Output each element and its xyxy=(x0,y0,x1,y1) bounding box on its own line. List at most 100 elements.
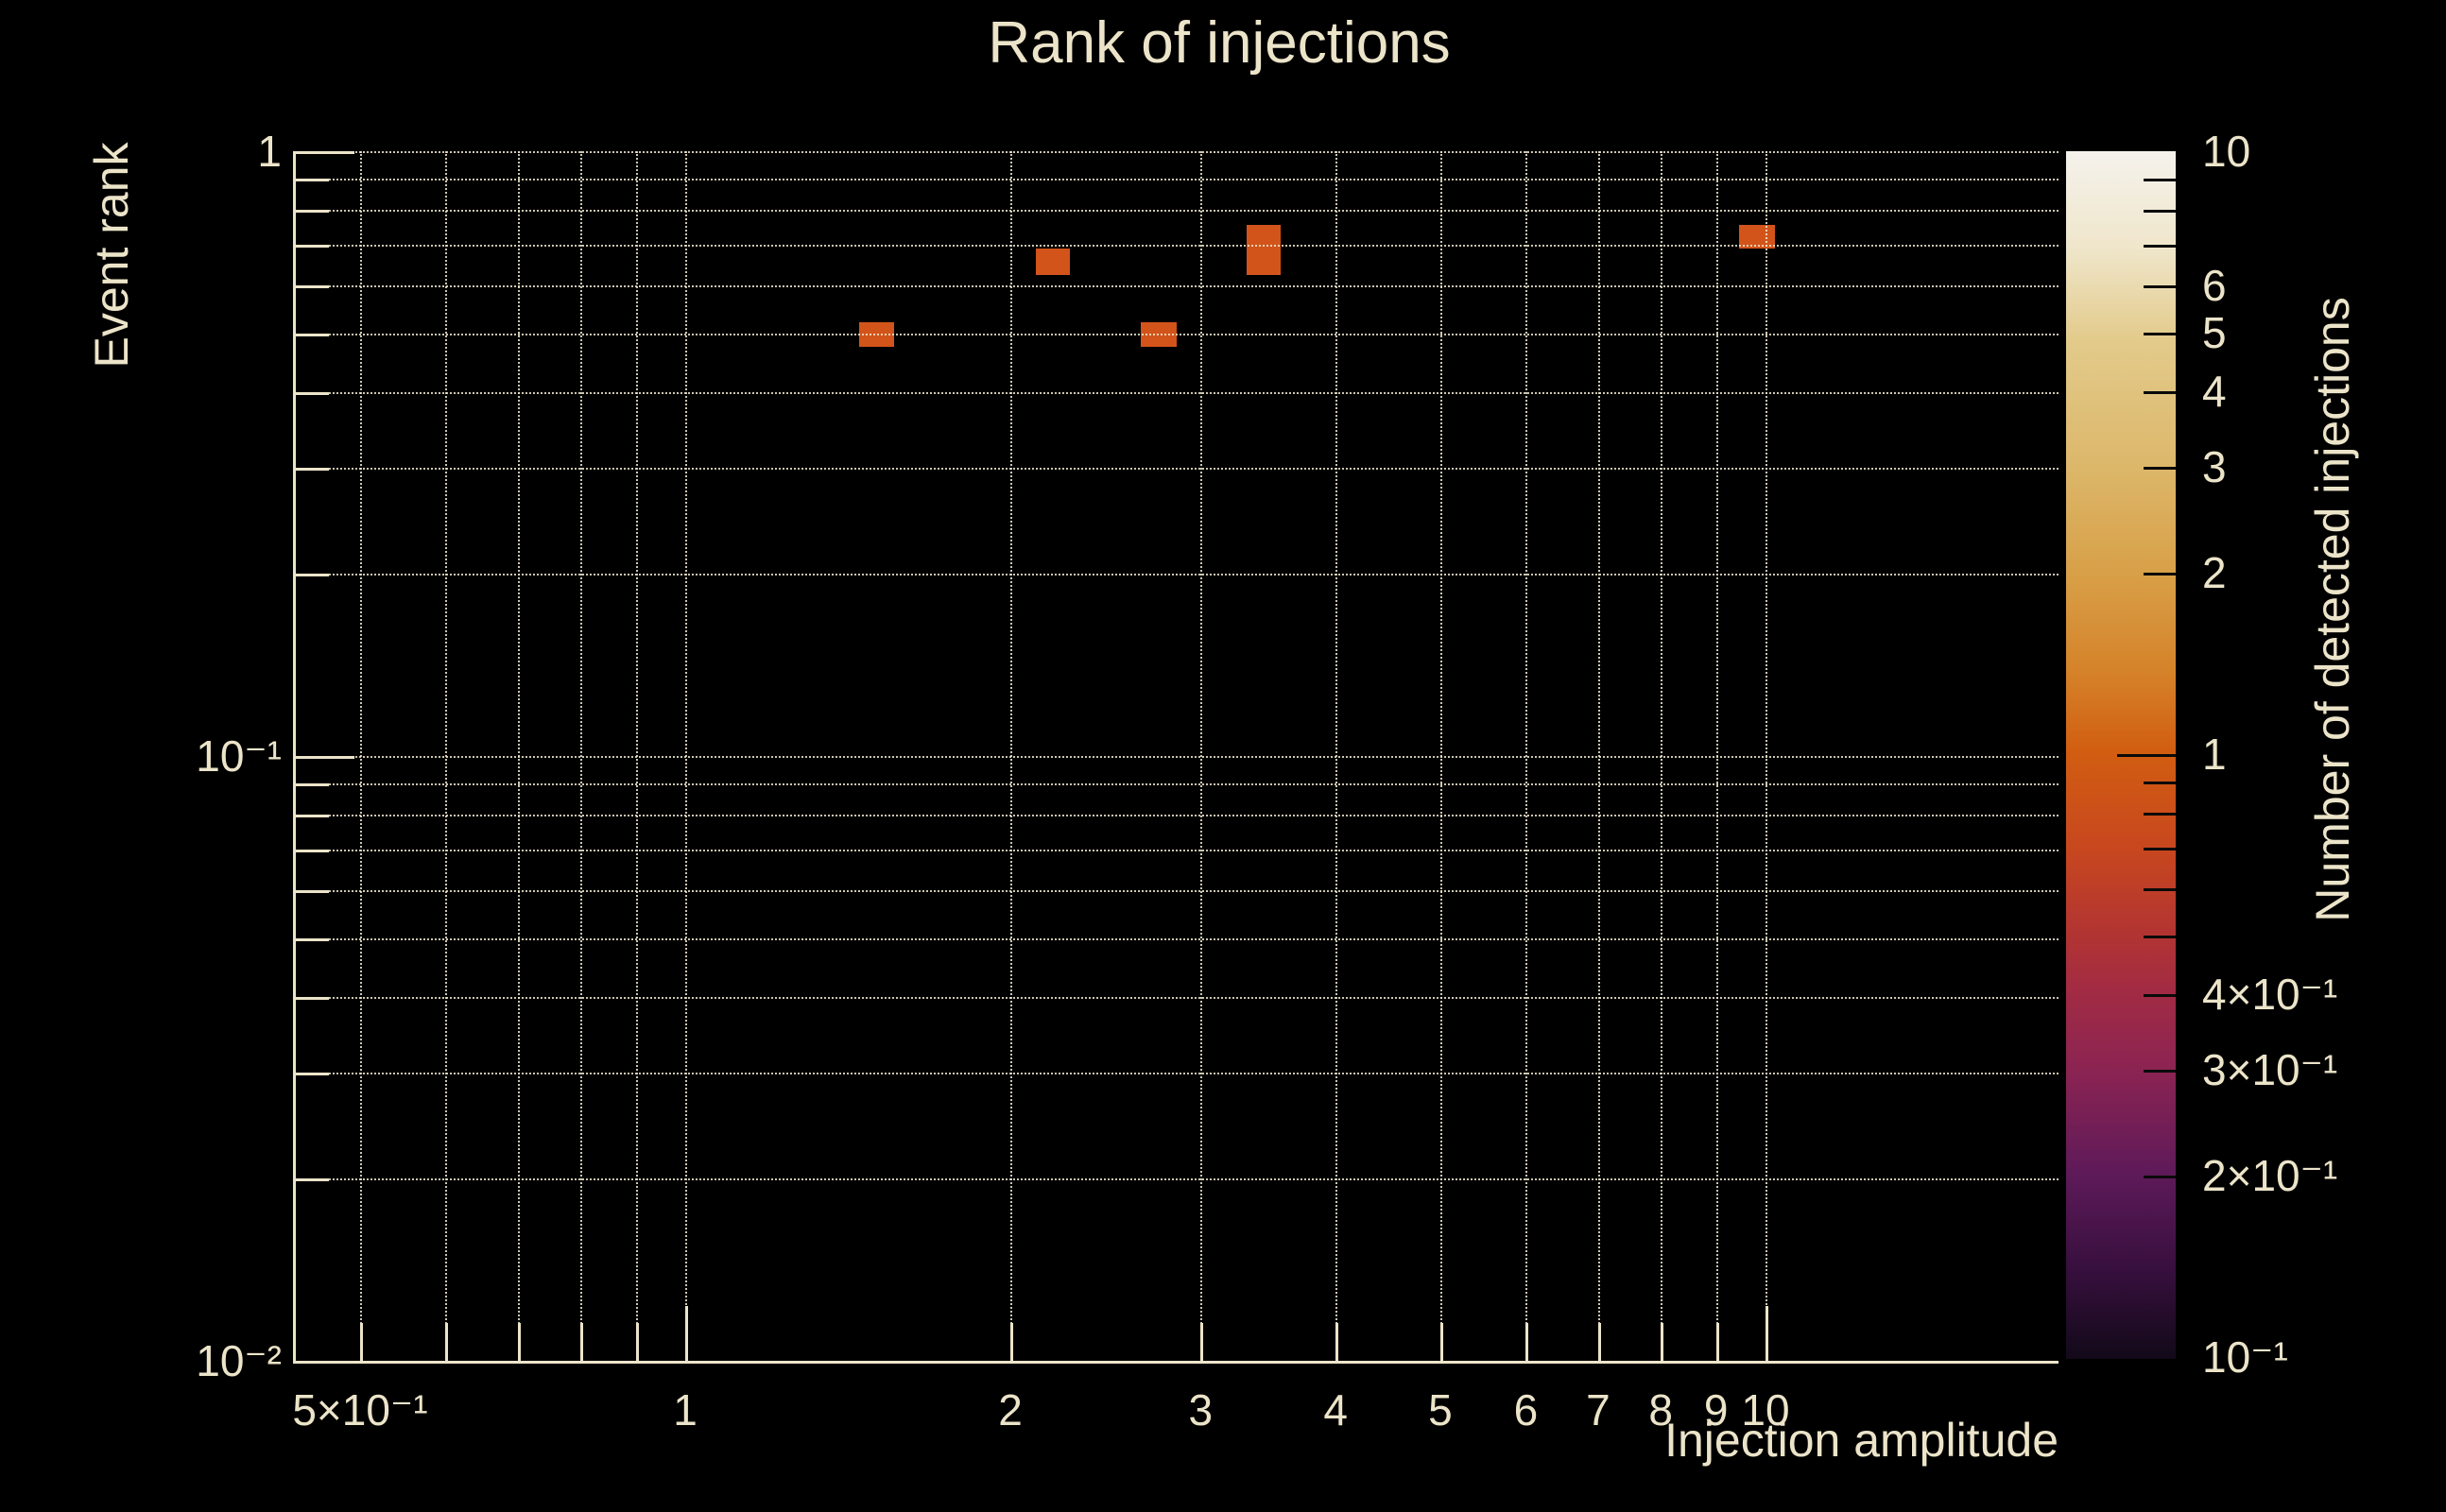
colorbar-tick xyxy=(2144,782,2176,785)
heatmap-cell xyxy=(1035,249,1070,275)
heatmap-cell xyxy=(1738,225,1775,249)
y-gridline xyxy=(296,151,2058,153)
x-tick-label: 5 xyxy=(1428,1385,1453,1435)
y-tick xyxy=(296,815,329,818)
y-gridline xyxy=(296,210,2058,213)
x-tick-label: 6 xyxy=(1513,1385,1539,1435)
x-gridline xyxy=(635,151,638,1361)
y-tick xyxy=(296,756,354,759)
x-tick-label: 8 xyxy=(1648,1385,1674,1435)
y-tick xyxy=(296,333,329,336)
x-tick xyxy=(1525,1323,1529,1361)
colorbar-tick xyxy=(2144,887,2176,891)
y-tick xyxy=(296,245,329,249)
x-tick xyxy=(635,1323,639,1361)
x-tick-label: 9 xyxy=(1703,1385,1729,1435)
x-tick xyxy=(1597,1323,1601,1361)
colorbar-tick xyxy=(2144,466,2176,470)
y-gridline xyxy=(296,996,2058,999)
colorbar-tick xyxy=(2144,847,2176,850)
x-gridline xyxy=(1715,151,1718,1361)
x-gridline xyxy=(1597,151,1600,1361)
colorbar-tick xyxy=(2144,572,2176,576)
colorbar-tick xyxy=(2144,244,2176,248)
y-tick-label: 10⁻² xyxy=(196,1336,282,1385)
colorbar-tick-label: 2 xyxy=(2202,547,2227,597)
y-tick xyxy=(296,210,329,214)
colorbar-tick xyxy=(2144,390,2176,394)
y-tick xyxy=(296,151,354,154)
x-tick-label: 1 xyxy=(673,1385,698,1435)
y-gridline xyxy=(296,333,2058,335)
x-gridline xyxy=(685,151,687,1361)
x-gridline xyxy=(445,151,448,1361)
x-gridline xyxy=(1525,151,1528,1361)
y-gridline xyxy=(296,574,2058,576)
y-tick xyxy=(296,391,329,395)
colorbar-tick-label: 3×10⁻¹ xyxy=(2202,1044,2338,1094)
colorbar-tick xyxy=(2144,1069,2176,1073)
colorbar-tick-label: 6 xyxy=(2202,260,2227,310)
colorbar-tick-label: 10 xyxy=(2202,127,2251,176)
x-tick xyxy=(1439,1323,1443,1361)
colorbar-tick-label: 4 xyxy=(2202,366,2227,416)
heatmap-cell xyxy=(1247,249,1282,275)
x-gridline xyxy=(1661,151,1663,1361)
x-tick-label: 7 xyxy=(1586,1385,1611,1435)
colorbar-tick xyxy=(2144,1175,2176,1178)
y-gridline xyxy=(296,815,2058,817)
y-gridline xyxy=(296,284,2058,287)
x-gridline xyxy=(1439,151,1442,1361)
y-tick xyxy=(296,1361,354,1364)
y-tick xyxy=(296,937,329,941)
x-tick xyxy=(1715,1323,1719,1361)
x-tick-label: 5×10⁻¹ xyxy=(292,1385,428,1435)
y-tick xyxy=(296,850,329,853)
y-gridline xyxy=(296,850,2058,852)
x-tick xyxy=(1766,1306,1768,1361)
y-gridline xyxy=(296,179,2058,181)
colorbar-title: Number of detected injections xyxy=(2306,297,2359,922)
y-tick xyxy=(296,889,329,893)
y-gridline xyxy=(296,391,2058,394)
y-gridline xyxy=(296,756,2058,758)
y-tick-label: 10⁻¹ xyxy=(196,731,282,781)
chart-title: Rank of injections xyxy=(988,10,1451,76)
colorbar-tick xyxy=(2144,179,2176,182)
heatmap-cell xyxy=(1140,321,1177,347)
y-gridline xyxy=(296,245,2058,248)
x-tick xyxy=(517,1323,521,1361)
plot-area: 5×10⁻¹ 1 2 3 4 5 6 7 8 9 10 1 10⁻¹ 10⁻² xyxy=(196,127,2058,1435)
colorbar-tick xyxy=(2144,333,2176,336)
x-gridline xyxy=(1335,151,1338,1361)
colorbar-tick-label: 4×10⁻¹ xyxy=(2202,969,2338,1019)
x-tick xyxy=(359,1323,363,1361)
y-gridline xyxy=(296,1072,2058,1074)
colorbar-tick-label: 10⁻¹ xyxy=(2202,1332,2288,1382)
y-tick xyxy=(296,783,329,787)
x-tick xyxy=(445,1323,449,1361)
y-tick xyxy=(296,179,329,182)
colorbar-tick xyxy=(2144,936,2176,939)
x-tick-label: 4 xyxy=(1323,1385,1348,1435)
x-gridline xyxy=(1010,151,1013,1361)
heatmap-cell xyxy=(1247,225,1282,249)
x-gridline xyxy=(359,151,362,1361)
colorbar-tick-label: 2×10⁻¹ xyxy=(2202,1150,2338,1200)
heatmap-cell xyxy=(859,321,894,347)
x-tick xyxy=(580,1323,584,1361)
y-gridline xyxy=(296,937,2058,940)
y-tick xyxy=(296,1072,329,1075)
colorbar-tick xyxy=(2144,284,2176,288)
y-tick-label: 1 xyxy=(257,127,282,176)
x-tick xyxy=(685,1306,688,1361)
x-tick-label: 2 xyxy=(998,1385,1023,1435)
x-tick xyxy=(1200,1323,1204,1361)
colorbar-tick xyxy=(2117,754,2176,757)
colorbar-tick-label: 1 xyxy=(2202,730,2227,779)
x-gridline xyxy=(1200,151,1203,1361)
y-tick xyxy=(296,467,329,471)
y-tick xyxy=(296,284,329,288)
colorbar-tick xyxy=(2144,209,2176,213)
